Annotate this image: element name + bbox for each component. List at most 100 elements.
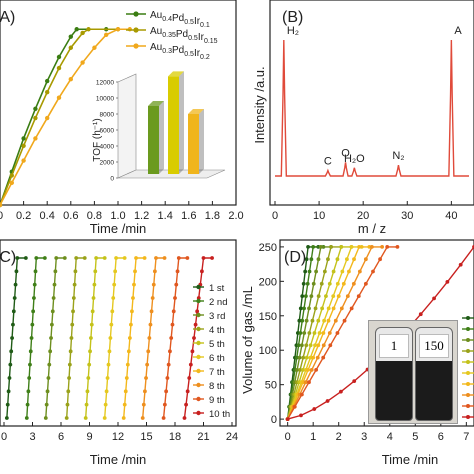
data-point [13,282,18,287]
y-tick-label: 100 [259,345,277,357]
data-point [173,296,177,300]
vial-first: 1 [375,327,413,421]
data-point [324,294,328,298]
data-point [307,331,312,335]
data-point [314,368,319,372]
data-point [74,256,79,260]
legend-label: Au0.4Pd0.5Ir0.1 [150,10,210,29]
data-point [331,306,336,311]
data-point [80,60,85,65]
data-point [308,355,313,360]
data-point [144,376,148,380]
data-point [302,306,306,311]
data-point [109,322,114,327]
data-point [339,244,344,249]
data-point [86,376,91,380]
data-point [112,282,117,287]
data-point [10,336,14,340]
data-point [43,416,48,420]
data-point [317,331,322,335]
data-point [104,32,109,37]
data-point [66,389,71,394]
data-point [303,380,308,385]
data-point [326,318,331,323]
x-tick-label: 0.2 [16,210,31,222]
data-point [87,362,92,367]
panel-label-a: (A) [0,9,15,26]
data-point [126,349,131,354]
y-tick-label: 50 [265,380,277,392]
legend-marker [466,371,470,375]
data-point [25,402,30,407]
data-point [7,376,12,380]
data-point [187,376,192,380]
data-point [33,115,38,121]
x-tick-label: 0.8 [87,210,102,222]
data-point [8,362,13,367]
data-point [321,343,326,348]
data-point [333,318,338,323]
data-point [166,362,171,367]
data-point [303,269,308,274]
data-point [310,318,315,323]
data-point [347,269,351,274]
data-point [314,269,319,274]
data-point [321,355,326,360]
data-point [342,318,347,323]
data-point [85,389,90,394]
legend-marker [196,368,201,374]
peak-label: C [324,156,332,168]
data-point [26,389,31,394]
legend-marker [466,382,470,386]
legend-label: 4 th [209,325,225,336]
legend-marker [466,404,470,408]
cycle-line [85,257,105,419]
peak-label: H₂ [287,25,299,37]
data-point [200,269,204,274]
data-point [54,256,59,260]
data-point [132,282,136,287]
x-tick-label: 6 [438,431,444,443]
peak-label: N₂ [392,150,404,162]
data-point [147,336,152,340]
data-point [188,362,193,367]
legend-label: 2 nd [209,297,228,308]
data-point [53,269,58,274]
data-point [65,402,70,407]
data-point [47,362,52,367]
inset-bar [148,106,159,174]
legend-marker [466,360,470,364]
cycle-line [6,257,26,419]
y-tick-label: 200 [259,276,277,288]
cycle-line [286,246,332,420]
data-point [130,309,134,314]
legend-marker [466,415,470,419]
data-point [385,244,390,249]
data-point [363,257,368,262]
data-point [304,355,309,360]
x-tick-label: 18 [169,431,181,443]
legend-label: 3 rd [209,311,225,322]
x-tick-label: 0 [285,431,291,443]
inset-bar-side [199,109,204,174]
x-tick-label: 2.0 [228,210,243,222]
cycle-line [287,246,398,420]
legend-label: Au0.3Pd0.5Ir0.2 [150,42,210,61]
data-point [302,331,307,335]
legend-marker [133,27,139,33]
panel-d-frame [279,239,474,427]
legend-label: Au0.35Pd0.5Ir0.15 [150,26,218,45]
legend-marker [196,410,201,416]
data-point [28,362,32,367]
data-point [29,336,34,340]
inset-y-tick-label: 4000 [100,144,115,151]
data-point [316,257,321,262]
data-point [298,368,302,372]
y-axis-label: Intensity /a.u. [252,66,267,143]
data-point [134,256,138,260]
data-point [124,376,129,380]
x-tick-label: 1.8 [205,210,220,222]
panel-b-frame [269,0,474,206]
data-point [28,349,33,354]
cycle-line [287,246,383,420]
